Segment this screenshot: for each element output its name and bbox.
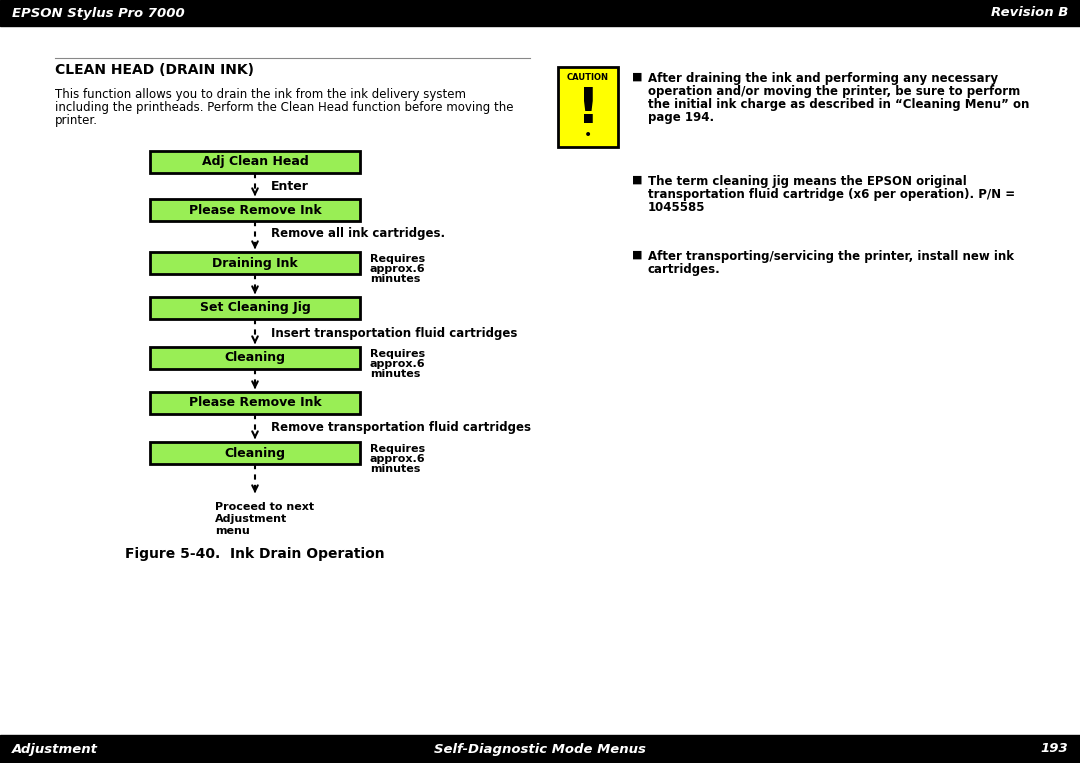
- Text: After transporting/servicing the printer, install new ink: After transporting/servicing the printer…: [648, 250, 1014, 263]
- Text: including the printheads. Perform the Clean Head function before moving the: including the printheads. Perform the Cl…: [55, 101, 513, 114]
- Text: Adjustment: Adjustment: [215, 514, 287, 524]
- Text: Revision B: Revision B: [990, 7, 1068, 20]
- Text: Requires: Requires: [370, 254, 426, 264]
- Text: Proceed to next: Proceed to next: [215, 502, 314, 512]
- Text: Cleaning: Cleaning: [225, 446, 285, 459]
- Text: CAUTION: CAUTION: [567, 72, 609, 82]
- Text: the initial ink charge as described in “Cleaning Menu” on: the initial ink charge as described in “…: [648, 98, 1029, 111]
- Text: EPSON Stylus Pro 7000: EPSON Stylus Pro 7000: [12, 7, 185, 20]
- Text: minutes: minutes: [370, 464, 420, 474]
- Text: Adjustment: Adjustment: [12, 742, 98, 755]
- Text: 193: 193: [1040, 742, 1068, 755]
- Text: transportation fluid cartridge (x6 per operation). P/N =: transportation fluid cartridge (x6 per o…: [648, 188, 1015, 201]
- Text: Enter: Enter: [271, 179, 309, 192]
- Text: !: !: [577, 85, 599, 133]
- Text: operation and/or moving the printer, be sure to perform: operation and/or moving the printer, be …: [648, 85, 1021, 98]
- Text: ■: ■: [632, 250, 643, 260]
- Text: approx.6: approx.6: [370, 264, 426, 274]
- Text: Requires: Requires: [370, 444, 426, 454]
- Text: minutes: minutes: [370, 369, 420, 379]
- Text: approx.6: approx.6: [370, 454, 426, 464]
- Text: Insert transportation fluid cartridges: Insert transportation fluid cartridges: [271, 327, 517, 340]
- Text: cartridges.: cartridges.: [648, 263, 720, 276]
- FancyBboxPatch shape: [558, 67, 618, 147]
- FancyBboxPatch shape: [150, 442, 360, 464]
- Text: •: •: [584, 128, 592, 142]
- Text: ■: ■: [632, 72, 643, 82]
- Text: This function allows you to drain the ink from the ink delivery system: This function allows you to drain the in…: [55, 88, 465, 101]
- Text: Remove transportation fluid cartridges: Remove transportation fluid cartridges: [271, 421, 531, 434]
- Text: Please Remove Ink: Please Remove Ink: [189, 204, 322, 217]
- Text: ■: ■: [632, 175, 643, 185]
- Text: minutes: minutes: [370, 274, 420, 284]
- Text: printer.: printer.: [55, 114, 98, 127]
- Text: Requires: Requires: [370, 349, 426, 359]
- Bar: [0, 735, 1080, 763]
- Text: Cleaning: Cleaning: [225, 352, 285, 365]
- Text: page 194.: page 194.: [648, 111, 714, 124]
- FancyBboxPatch shape: [150, 392, 360, 414]
- Text: Self-Diagnostic Mode Menus: Self-Diagnostic Mode Menus: [434, 742, 646, 755]
- Text: Please Remove Ink: Please Remove Ink: [189, 397, 322, 410]
- FancyBboxPatch shape: [150, 252, 360, 274]
- FancyBboxPatch shape: [150, 199, 360, 221]
- Text: The term cleaning jig means the EPSON original: The term cleaning jig means the EPSON or…: [648, 175, 967, 188]
- Text: Draining Ink: Draining Ink: [212, 256, 298, 269]
- Bar: [0, 0, 1080, 26]
- Text: menu: menu: [215, 526, 249, 536]
- Text: Remove all ink cartridges.: Remove all ink cartridges.: [271, 227, 445, 240]
- Text: After draining the ink and performing any necessary: After draining the ink and performing an…: [648, 72, 998, 85]
- FancyBboxPatch shape: [150, 151, 360, 173]
- Text: Set Cleaning Jig: Set Cleaning Jig: [200, 301, 310, 314]
- FancyBboxPatch shape: [150, 347, 360, 369]
- FancyBboxPatch shape: [150, 297, 360, 319]
- Text: Figure 5-40.  Ink Drain Operation: Figure 5-40. Ink Drain Operation: [125, 547, 384, 561]
- Text: 1045585: 1045585: [648, 201, 705, 214]
- Text: approx.6: approx.6: [370, 359, 426, 369]
- Text: CLEAN HEAD (DRAIN INK): CLEAN HEAD (DRAIN INK): [55, 63, 254, 77]
- Text: Adj Clean Head: Adj Clean Head: [202, 156, 309, 169]
